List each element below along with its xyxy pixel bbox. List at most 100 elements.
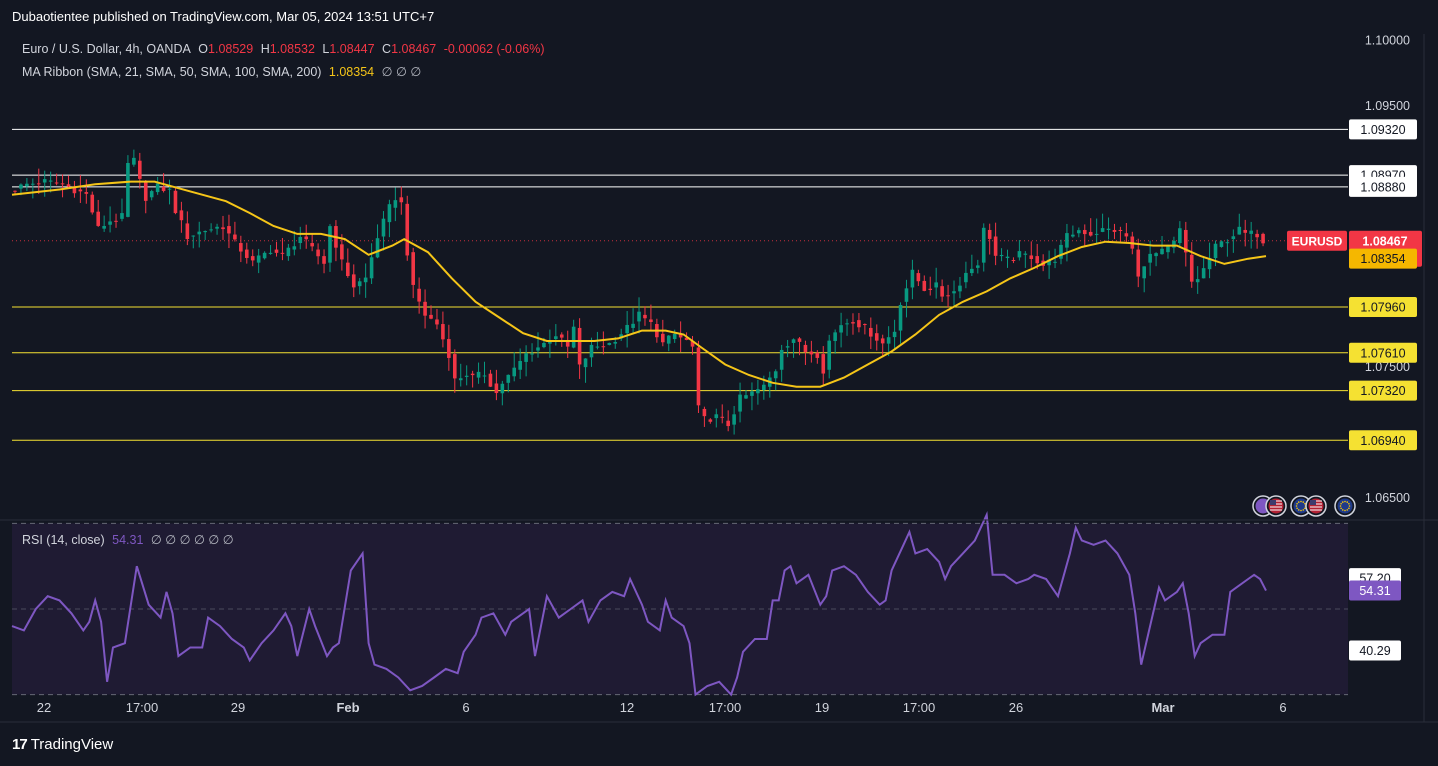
candle[interactable] <box>132 149 136 167</box>
candle[interactable] <box>880 334 885 358</box>
candle[interactable] <box>809 340 814 363</box>
candle[interactable] <box>387 199 392 238</box>
candle[interactable] <box>262 251 267 260</box>
candle[interactable] <box>583 358 588 383</box>
candle[interactable] <box>1035 243 1040 270</box>
candle[interactable] <box>48 171 53 193</box>
candle[interactable] <box>346 248 350 278</box>
candle[interactable] <box>66 175 71 188</box>
level-label[interactable]: 1.08880 <box>1349 176 1417 197</box>
candle[interactable] <box>708 418 713 424</box>
candle[interactable] <box>720 404 725 424</box>
candle[interactable] <box>435 308 439 330</box>
candle[interactable] <box>1195 266 1200 294</box>
level-label[interactable]: 1.09320 <box>1349 119 1417 140</box>
candle[interactable] <box>1017 240 1022 261</box>
candle[interactable] <box>958 276 962 299</box>
candle[interactable] <box>322 249 326 274</box>
candle[interactable] <box>1005 249 1010 268</box>
candle[interactable] <box>779 344 784 382</box>
candle[interactable] <box>1118 226 1123 243</box>
candle[interactable] <box>565 330 570 358</box>
candle[interactable] <box>666 335 671 352</box>
candle[interactable] <box>916 269 921 287</box>
ma-price-tag[interactable]: 1.08354 <box>1349 248 1417 269</box>
level-label[interactable]: 1.07610 <box>1349 342 1417 363</box>
candle[interactable] <box>773 369 778 391</box>
candle[interactable] <box>197 221 202 248</box>
candle[interactable] <box>1100 213 1105 233</box>
us-flag-icon[interactable] <box>1265 495 1287 517</box>
candle[interactable] <box>744 390 748 399</box>
candle[interactable] <box>488 369 493 388</box>
candle[interactable] <box>726 410 730 432</box>
candle[interactable] <box>340 234 344 271</box>
candle[interactable] <box>464 365 469 386</box>
candle[interactable] <box>476 362 481 384</box>
candle[interactable] <box>678 321 683 352</box>
candle[interactable] <box>643 306 647 326</box>
rsi-legend[interactable]: RSI (14, close) 54.31 ∅ ∅ ∅ ∅ ∅ ∅ <box>22 532 238 547</box>
candle[interactable] <box>922 275 927 292</box>
candle[interactable] <box>227 214 231 249</box>
candle[interactable] <box>696 340 701 413</box>
candle[interactable] <box>589 337 594 367</box>
tradingview-logo[interactable]: 17 TradingView <box>12 736 113 753</box>
candle[interactable] <box>452 349 457 393</box>
candle[interactable] <box>1029 241 1034 268</box>
candle[interactable] <box>637 297 641 334</box>
candle[interactable] <box>964 261 968 289</box>
candle[interactable] <box>1261 232 1265 247</box>
candle[interactable] <box>381 211 386 251</box>
candle[interactable] <box>102 215 106 232</box>
candle[interactable] <box>625 311 629 348</box>
candle[interactable] <box>577 318 582 379</box>
candle[interactable] <box>857 313 861 333</box>
candle[interactable] <box>298 226 303 250</box>
candle[interactable] <box>1142 266 1146 293</box>
candle[interactable] <box>1231 229 1236 253</box>
candle[interactable] <box>167 179 172 205</box>
candle[interactable] <box>1154 252 1158 267</box>
candle[interactable] <box>1201 256 1206 279</box>
candle[interactable] <box>738 382 742 423</box>
candle[interactable] <box>500 380 505 406</box>
candle[interactable] <box>149 189 154 201</box>
candle[interactable] <box>161 173 166 193</box>
candle[interactable] <box>1237 213 1242 235</box>
candle[interactable] <box>363 263 368 298</box>
candle[interactable] <box>702 406 707 427</box>
candle[interactable] <box>970 254 974 277</box>
candle[interactable] <box>286 243 291 261</box>
candle[interactable] <box>441 311 445 348</box>
candle[interactable] <box>714 408 719 428</box>
candle[interactable] <box>1065 223 1069 262</box>
candle[interactable] <box>631 308 635 334</box>
candle[interactable] <box>756 379 760 405</box>
candle[interactable] <box>36 168 41 194</box>
candle[interactable] <box>607 342 612 346</box>
candle[interactable] <box>458 363 463 387</box>
candle[interactable] <box>1183 221 1188 267</box>
candle[interactable] <box>649 304 653 331</box>
candle[interactable] <box>84 179 89 204</box>
candle[interactable] <box>981 223 986 272</box>
candle[interactable] <box>886 326 891 357</box>
candle[interactable] <box>1059 239 1063 265</box>
candle[interactable] <box>429 305 433 320</box>
candle[interactable] <box>357 278 362 295</box>
candle[interactable] <box>601 331 606 355</box>
candle[interactable] <box>898 302 903 344</box>
candle[interactable] <box>25 178 29 192</box>
candle[interactable] <box>310 233 314 252</box>
candle[interactable] <box>108 206 112 233</box>
candle[interactable] <box>328 224 332 272</box>
candle[interactable] <box>1088 218 1093 237</box>
level-label[interactable]: 1.06940 <box>1349 430 1417 451</box>
candle[interactable] <box>910 259 915 300</box>
candle[interactable] <box>518 348 522 379</box>
candle[interactable] <box>470 370 475 388</box>
candle[interactable] <box>952 280 956 306</box>
candle[interactable] <box>845 318 849 336</box>
